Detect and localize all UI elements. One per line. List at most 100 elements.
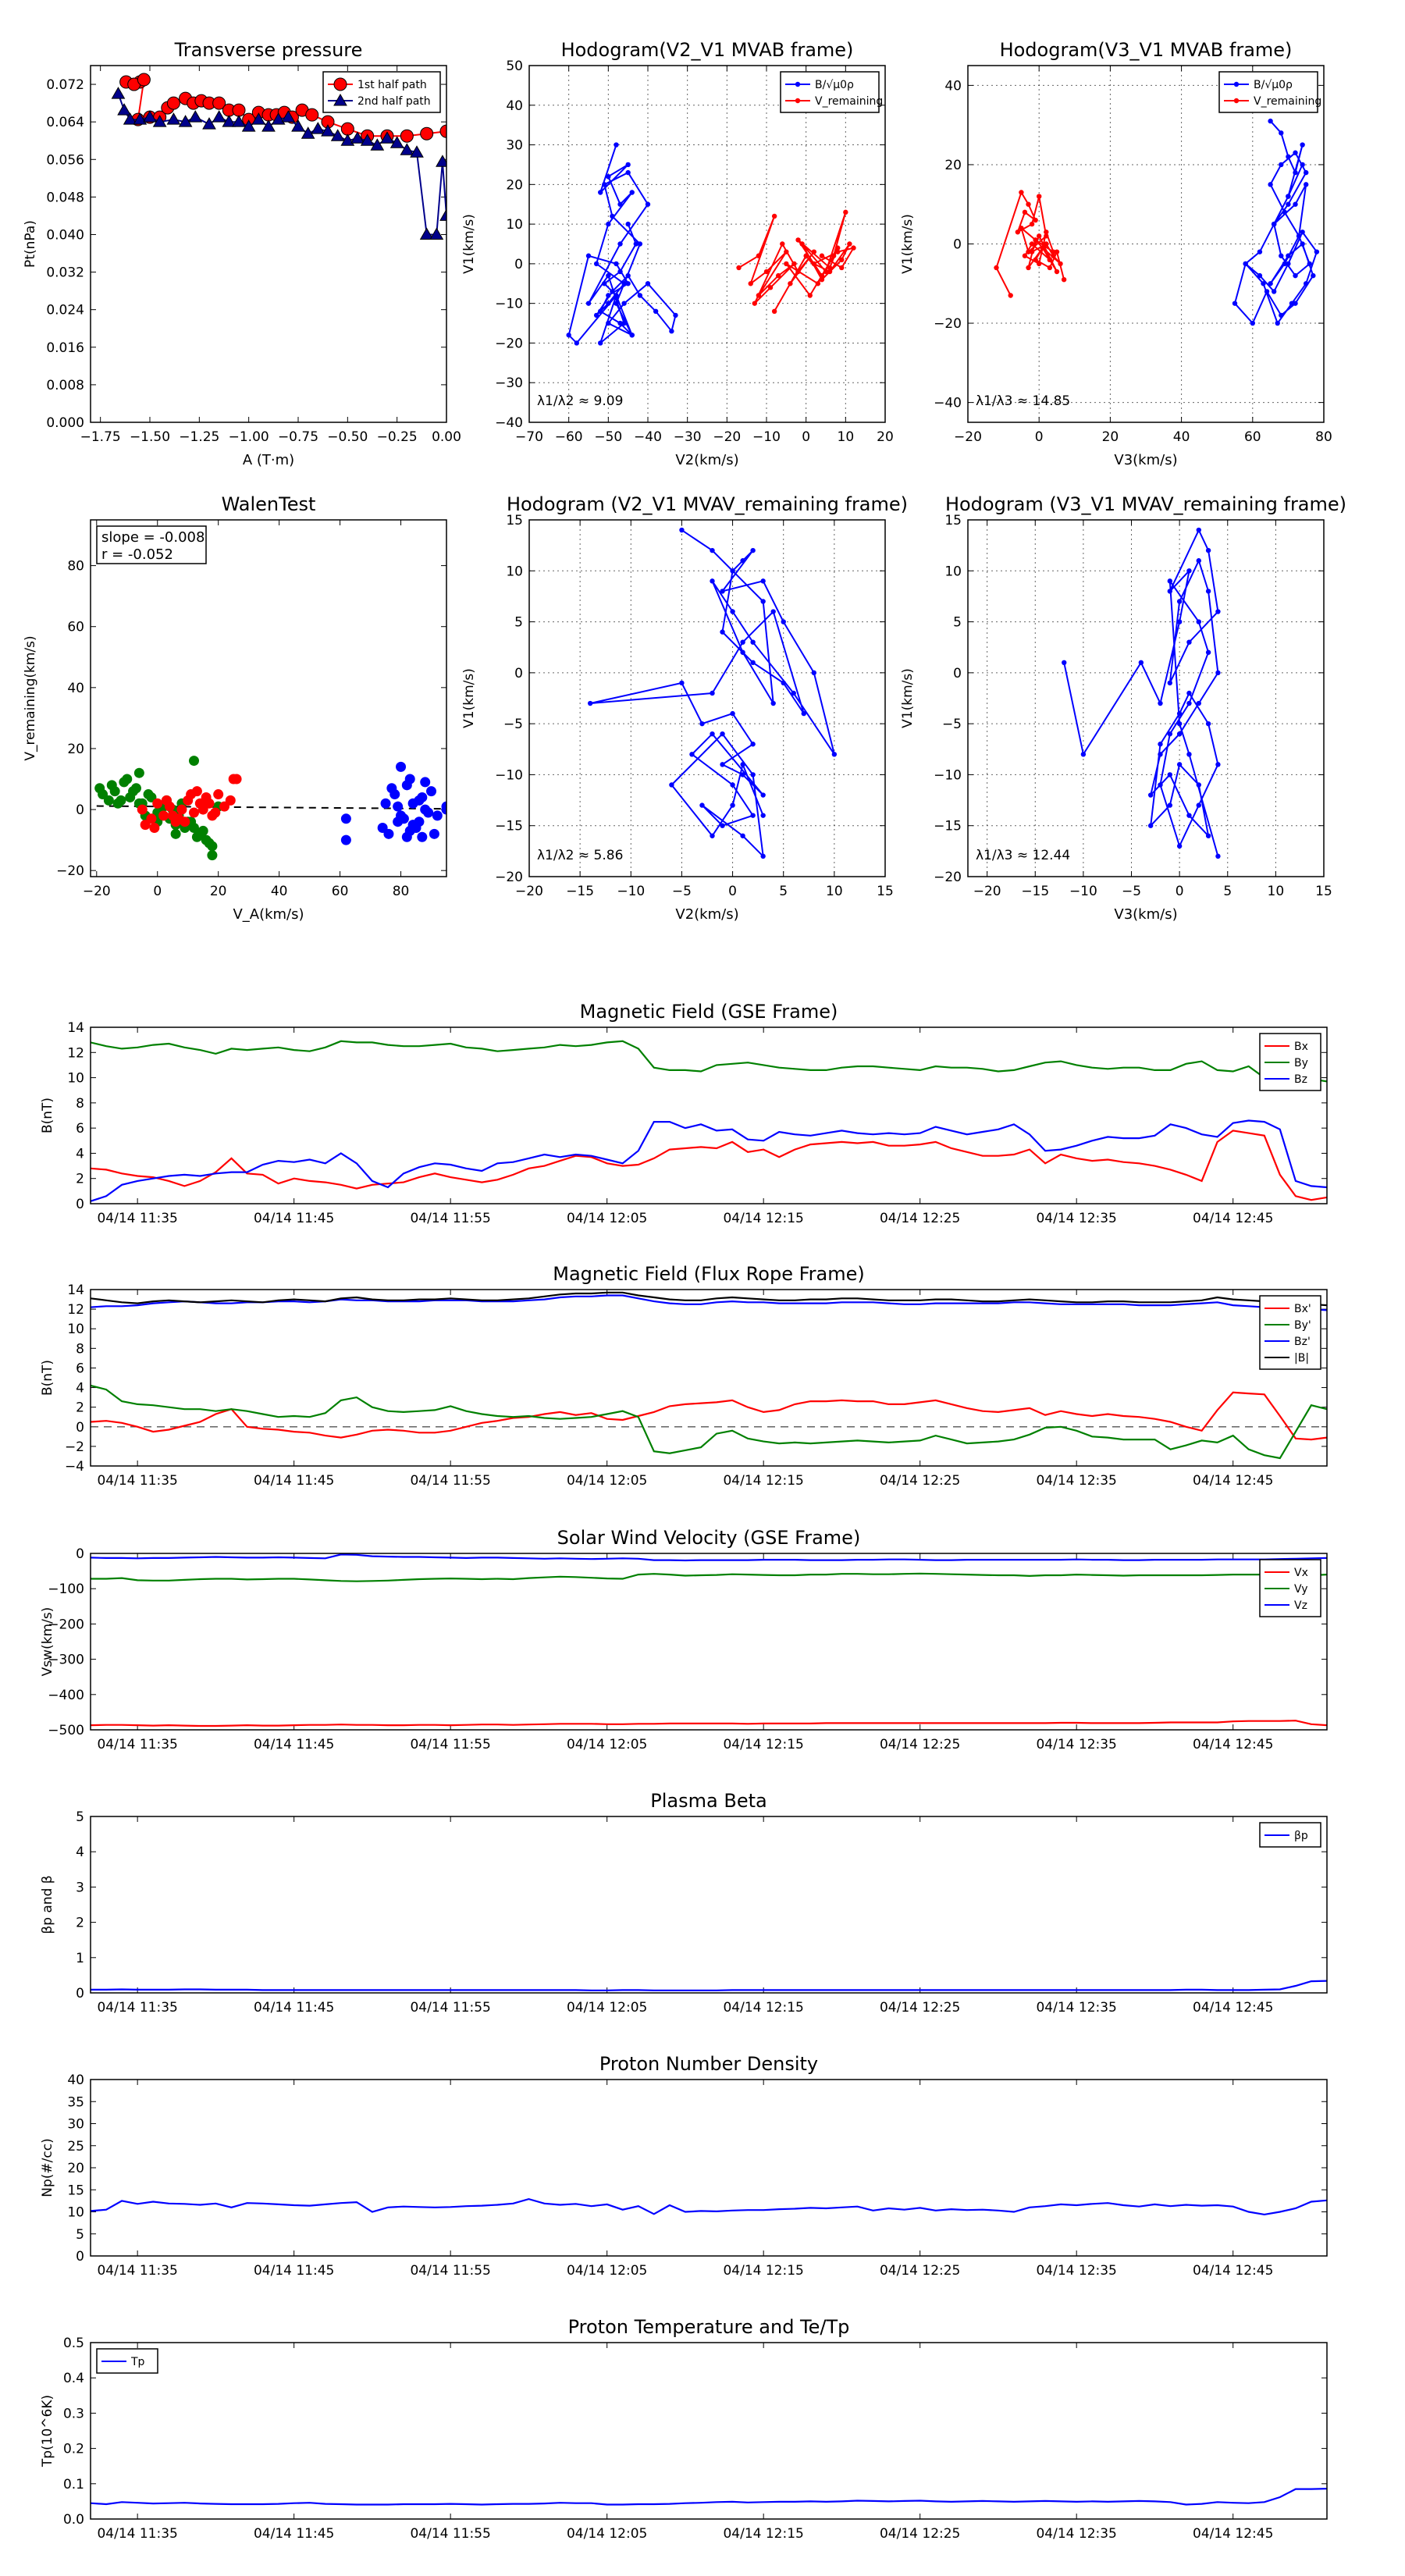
data-point <box>760 813 766 818</box>
chart-np: Proton Number Density 04/14 11:35 04/14 11… <box>40 2053 1328 2279</box>
y-tick-label: 20 <box>67 742 84 757</box>
series-line <box>589 529 835 859</box>
data-point <box>1304 169 1309 176</box>
x-tick-label: 04/14 11:45 <box>254 1473 334 1489</box>
data-point <box>1215 670 1221 676</box>
x-axis-label: A (T·m) <box>243 452 294 468</box>
data-layer <box>91 1553 1327 1727</box>
legend-label: By <box>1294 1057 1308 1069</box>
x-tick-label: 04/14 12:45 <box>1193 1473 1273 1489</box>
data-point <box>710 547 715 553</box>
x-axis-label: V2(km/s) <box>675 452 738 468</box>
data-point <box>1293 150 1298 155</box>
x-tick-label: 04/14 12:05 <box>567 1211 647 1226</box>
axes-frame <box>528 519 886 877</box>
data-point <box>161 795 172 806</box>
x-tick-label: 60 <box>332 884 349 899</box>
y-tick-label: 1 <box>76 1951 84 1966</box>
data-point <box>305 108 319 122</box>
y-axis-label: Np(#/cc) <box>40 2138 55 2197</box>
data-point <box>1293 201 1298 207</box>
data-point <box>1037 233 1042 239</box>
data-point <box>1268 182 1273 187</box>
legend-label: Bz <box>1294 1073 1307 1086</box>
y-tick-label: 20 <box>67 2161 84 2176</box>
data-point <box>710 690 715 696</box>
data-point <box>1044 233 1049 239</box>
data-point <box>1022 253 1028 258</box>
y-tick-label: 0 <box>514 666 523 681</box>
y-tick-label: −5 <box>942 717 962 732</box>
data-point <box>429 227 444 240</box>
data-point <box>222 115 237 127</box>
data-point <box>1264 289 1270 294</box>
x-tick-label: 04/14 12:05 <box>567 1473 647 1489</box>
x-tick-label: 04/14 12:45 <box>1193 2263 1273 2279</box>
x-tick-label: −5 <box>1122 884 1141 899</box>
x-tick-label: −60 <box>555 429 583 445</box>
data-point <box>614 261 619 267</box>
y-tick-label: 0.016 <box>46 340 84 356</box>
y-tick-label: 0 <box>76 802 84 818</box>
data-point <box>710 833 715 838</box>
data-point <box>429 828 439 839</box>
y-tick-label: 0.072 <box>46 77 84 93</box>
y-tick-label: 10 <box>944 564 962 579</box>
data-point <box>788 281 793 286</box>
y-tick-label: 0.008 <box>46 378 84 393</box>
data-point <box>420 777 431 788</box>
series-line <box>567 144 677 346</box>
y-tick-label: −300 <box>48 1653 84 1668</box>
y-tick-label: −5 <box>503 717 523 732</box>
y-tick-label: −200 <box>48 1617 84 1632</box>
series-line <box>91 1294 1327 1311</box>
y-tick-label: 0.4 <box>63 2371 84 2386</box>
data-point <box>736 265 742 271</box>
x-tick-label: 04/14 12:15 <box>723 1473 803 1489</box>
series-line <box>91 1040 1327 1083</box>
legend: B/√μ0ρ V_remaining <box>780 71 883 113</box>
data-layer <box>91 1980 1327 1991</box>
data-point <box>441 804 446 815</box>
data-point <box>699 720 705 727</box>
legend-label: βp <box>1294 1830 1308 1842</box>
x-tick-label: −1.50 <box>130 429 170 445</box>
data-point <box>1176 843 1183 849</box>
data-point <box>1261 281 1266 286</box>
data-point <box>123 112 137 125</box>
data-point <box>645 281 651 286</box>
data-point <box>407 798 418 809</box>
data-point <box>730 609 735 614</box>
x-tick-label: 10 <box>838 429 855 445</box>
data-layer <box>91 1291 1327 1460</box>
data-point <box>340 133 355 146</box>
data-point <box>760 578 766 584</box>
y-axis-label: V1(km/s) <box>461 214 477 274</box>
data-point <box>795 237 801 243</box>
y-tick-label: −20 <box>495 870 523 885</box>
data-point <box>803 253 809 258</box>
data-point <box>1044 229 1049 235</box>
y-tick-label: −20 <box>56 863 84 879</box>
data-point <box>1268 118 1273 124</box>
data-layer <box>994 118 1320 326</box>
data-point <box>1196 802 1201 808</box>
y-axis-label: B(nT) <box>40 1360 55 1396</box>
data-point <box>1279 130 1284 136</box>
legend-label: 1st half path <box>357 79 427 91</box>
x-tick-label: −0.25 <box>377 429 418 445</box>
y-tick-label: 0.000 <box>46 415 84 431</box>
legend-label: V_remaining <box>1254 95 1321 108</box>
y-tick-label: −10 <box>495 767 523 783</box>
y-tick-label: 40 <box>506 98 523 114</box>
data-point <box>776 272 781 279</box>
y-tick-label: 4 <box>76 1381 84 1397</box>
x-tick-label: 0 <box>153 884 162 899</box>
y-axis-label: V_remaining(km/s) <box>23 635 38 760</box>
data-point <box>204 798 215 809</box>
data-point <box>625 169 631 176</box>
data-point <box>1167 589 1173 594</box>
data-point <box>1205 720 1211 727</box>
y-tick-label: −40 <box>934 396 962 411</box>
